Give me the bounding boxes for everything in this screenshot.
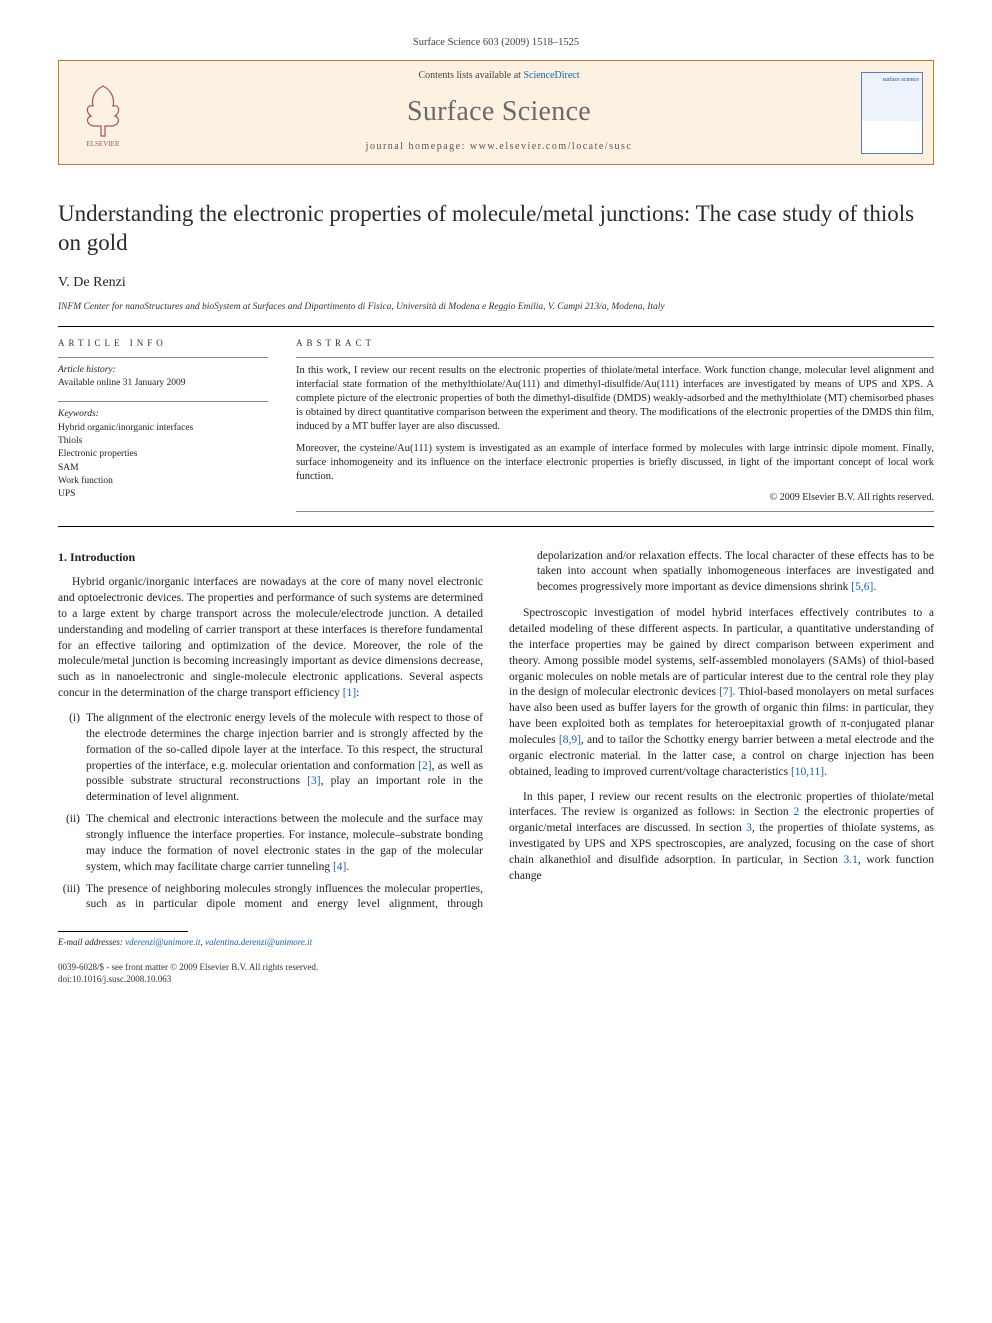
body-two-column: 1. Introduction Hybrid organic/inorganic… (58, 549, 934, 914)
keyword: Electronic properties (58, 448, 268, 461)
elsevier-tree-icon: ELSEVIER (73, 78, 133, 148)
email-link[interactable]: valentina.derenzi@unimore.it (205, 937, 312, 947)
homepage-url[interactable]: www.elsevier.com/locate/susc (470, 141, 632, 152)
history-label: Article history: (58, 364, 268, 377)
divider (58, 526, 934, 527)
contents-available: Contents lists available at ScienceDirec… (151, 69, 847, 83)
citation-link[interactable]: [4] (333, 861, 346, 873)
journal-cover-icon (861, 72, 923, 154)
text-run: . (824, 766, 827, 778)
citation-link[interactable]: [1] (343, 687, 356, 699)
divider (58, 357, 268, 358)
journal-homepage: journal homepage: www.elsevier.com/locat… (151, 140, 847, 154)
email-footnote: E-mail addresses: vderenzi@unimore.it, v… (58, 936, 934, 948)
journal-title: Surface Science (151, 93, 847, 131)
body-paragraph: Hybrid organic/inorganic interfaces are … (58, 575, 483, 702)
list-item: (i) The alignment of the electronic ener… (58, 711, 483, 806)
list-marker: (i) (58, 711, 86, 806)
article-title: Understanding the electronic properties … (58, 199, 934, 258)
article-info-column: ARTICLE INFO Article history: Available … (58, 337, 268, 518)
keyword: UPS (58, 488, 268, 501)
section-heading: 1. Introduction (58, 549, 483, 566)
text-run: The chemical and electronic interactions… (86, 813, 483, 873)
abstract-heading: ABSTRACT (296, 337, 934, 349)
text-run: . (873, 581, 876, 593)
list-marker: (ii) (58, 812, 86, 875)
keyword: SAM (58, 462, 268, 475)
email-label: E-mail addresses: (58, 937, 125, 947)
citation-link[interactable]: [5,6] (851, 581, 873, 593)
citation-line: Surface Science 603 (2009) 1518–1525 (58, 36, 934, 50)
citation-link[interactable]: [7] (719, 686, 732, 698)
banner-center: Contents lists available at ScienceDirec… (147, 61, 851, 164)
text-run: Hybrid organic/inorganic interfaces are … (58, 576, 483, 699)
body-paragraph: Spectroscopic investigation of model hyb… (509, 606, 934, 780)
homepage-label: journal homepage: (366, 141, 470, 152)
divider (296, 357, 934, 358)
sciencedirect-link[interactable]: ScienceDirect (523, 70, 579, 81)
citation-link[interactable]: [10,11] (791, 766, 824, 778)
divider (58, 401, 268, 402)
keywords-block: Keywords: Hybrid organic/inorganic inter… (58, 408, 268, 501)
divider (296, 511, 934, 512)
abstract-paragraph: In this work, I review our recent result… (296, 364, 934, 435)
divider (58, 326, 934, 327)
keywords-label: Keywords: (58, 408, 268, 421)
contents-prefix: Contents lists available at (418, 70, 523, 81)
list-item: (ii) The chemical and electronic interac… (58, 812, 483, 875)
info-abstract-row: ARTICLE INFO Article history: Available … (58, 337, 934, 518)
article-info-heading: ARTICLE INFO (58, 337, 268, 349)
footnote-rule (58, 931, 188, 932)
keyword: Work function (58, 475, 268, 488)
journal-banner: ELSEVIER Contents lists available at Sci… (58, 60, 934, 165)
abstract-copyright: © 2009 Elsevier B.V. All rights reserved… (296, 491, 934, 505)
list-text: The chemical and electronic interactions… (86, 812, 483, 875)
list-text: The alignment of the electronic energy l… (86, 711, 483, 806)
keyword: Thiols (58, 435, 268, 448)
history-line: Available online 31 January 2009 (58, 377, 268, 390)
author-name: V. De Renzi (58, 274, 934, 293)
publisher-name: ELSEVIER (86, 140, 119, 148)
text-run: . (346, 861, 349, 873)
body-paragraph: In this paper, I review our recent resul… (509, 790, 934, 885)
article-history: Article history: Available online 31 Jan… (58, 364, 268, 390)
citation-link[interactable]: [3] (307, 775, 320, 787)
text-run: Spectroscopic investigation of model hyb… (509, 607, 934, 698)
abstract-paragraph: Moreover, the cysteine/Au(111) system is… (296, 442, 934, 485)
citation-link[interactable]: [8,9] (559, 734, 581, 746)
author-affiliation: INFM Center for nanoStructures and bioSy… (58, 301, 934, 314)
copyright-line: 0039-6028/$ - see front matter © 2009 El… (58, 962, 934, 974)
publisher-logo-cell: ELSEVIER (59, 61, 147, 164)
keyword: Hybrid organic/inorganic interfaces (58, 422, 268, 435)
citation-link[interactable]: [2] (418, 760, 431, 772)
email-link[interactable]: vderenzi@unimore.it (125, 937, 200, 947)
doi-line: doi:10.1016/j.susc.2008.10.063 (58, 974, 934, 986)
section-link[interactable]: 3.1 (844, 854, 858, 866)
text-run: : (356, 687, 359, 699)
cover-thumb-cell (851, 61, 933, 164)
front-matter-line: 0039-6028/$ - see front matter © 2009 El… (58, 962, 934, 985)
abstract-column: ABSTRACT In this work, I review our rece… (296, 337, 934, 518)
